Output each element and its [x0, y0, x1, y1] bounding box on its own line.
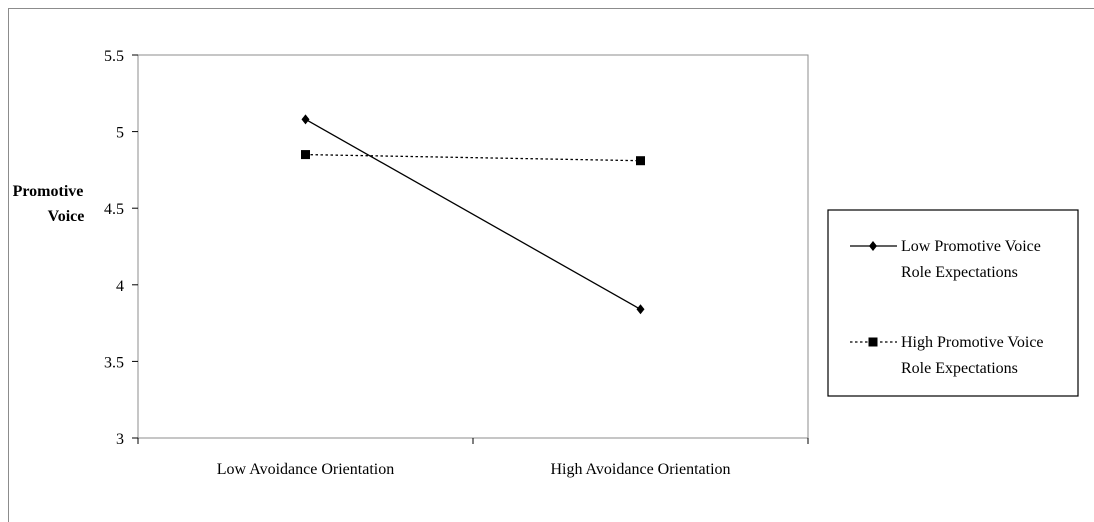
data-point-diamond	[636, 304, 645, 315]
legend-marker-square	[868, 337, 878, 347]
legend-label: Low Promotive Voice	[901, 238, 1041, 255]
legend-label: High Promotive Voice	[901, 334, 1044, 351]
y-axis-title-line-2: Voice	[48, 208, 85, 225]
y-tick-label: 4	[116, 278, 124, 295]
chart-frame	[8, 8, 1094, 522]
series-1	[301, 114, 645, 315]
legend-box	[827, 209, 1079, 397]
data-point-diamond	[301, 114, 310, 125]
legend-item: Low Promotive Voice Role Expectations	[850, 238, 1041, 281]
plot-area	[137, 54, 809, 439]
legend-label: Role Expectations	[901, 360, 1018, 377]
series-line	[305, 153, 641, 162]
legend-marker-diamond	[869, 241, 877, 251]
x-tick-group: Low Avoidance Orientation High Avoidance …	[137, 438, 809, 478]
y-tick-label: 3.5	[104, 354, 124, 371]
x-tick-label: Low Avoidance Orientation	[217, 461, 394, 478]
y-tick-label: 3	[116, 431, 124, 448]
data-point-square	[301, 150, 310, 160]
legend-label: Role Expectations	[901, 264, 1018, 281]
y-tick-group: 3 3.5 4 4.5 5 5.5	[104, 48, 138, 448]
data-point-square	[636, 156, 645, 166]
series-line	[305, 118, 641, 310]
x-tick-label: High Avoidance Orientation	[550, 461, 730, 478]
series-2	[301, 150, 645, 166]
y-axis-title: Promotive Voice	[13, 183, 85, 225]
chart-axes	[137, 54, 809, 439]
y-tick-label: 5.5	[104, 48, 124, 65]
series-group	[301, 114, 645, 315]
y-tick-label: 4.5	[104, 201, 124, 218]
y-tick-label: 5	[116, 125, 124, 142]
legend-item: High Promotive Voice Role Expectations	[850, 334, 1044, 377]
y-axis-title-line-1: Promotive	[13, 183, 84, 200]
